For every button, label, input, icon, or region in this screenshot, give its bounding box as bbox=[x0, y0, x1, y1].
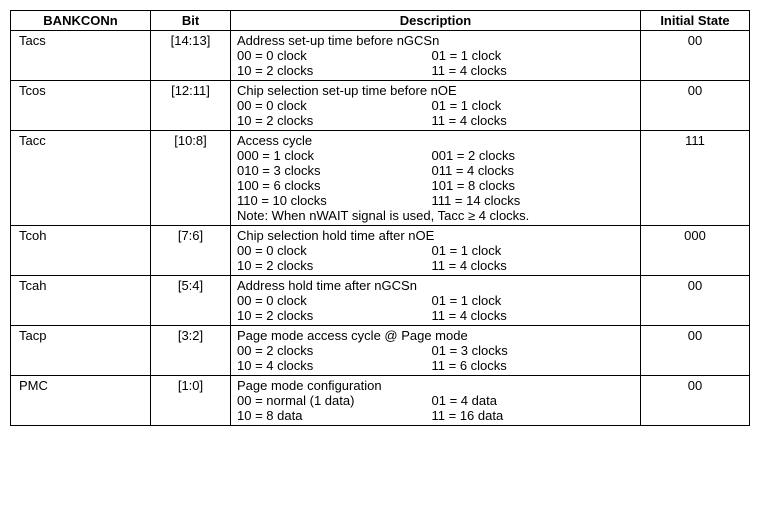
desc-title: Access cycle bbox=[237, 133, 634, 148]
opt-left: 00 = 0 clock bbox=[237, 48, 432, 63]
col-header-bit: Bit bbox=[151, 11, 231, 31]
opt-right: 01 = 1 clock bbox=[432, 293, 627, 308]
opt-line: 000 = 1 clock001 = 2 clocks bbox=[237, 148, 634, 163]
field-bit: [7:6] bbox=[151, 226, 231, 276]
field-name: Tacs bbox=[11, 31, 151, 81]
opt-line: 00 = 2 clocks01 = 3 clocks bbox=[237, 343, 634, 358]
opt-line: 10 = 2 clocks11 = 4 clocks bbox=[237, 308, 634, 323]
table-row: Tcos[12:11]Chip selection set-up time be… bbox=[11, 81, 750, 131]
opt-line: 010 = 3 clocks011 = 4 clocks bbox=[237, 163, 634, 178]
opt-left: 110 = 10 clocks bbox=[237, 193, 432, 208]
field-name: Tacp bbox=[11, 326, 151, 376]
opt-left: 10 = 4 clocks bbox=[237, 358, 432, 373]
opt-right: 01 = 1 clock bbox=[432, 98, 627, 113]
opt-line: 10 = 2 clocks11 = 4 clocks bbox=[237, 258, 634, 273]
opt-left: 00 = 0 clock bbox=[237, 98, 432, 113]
opt-right: 11 = 6 clocks bbox=[432, 358, 627, 373]
opt-left: 10 = 2 clocks bbox=[237, 113, 432, 128]
field-initial-state: 000 bbox=[641, 226, 750, 276]
table-row: PMC[1:0]Page mode configuration00 = norm… bbox=[11, 376, 750, 426]
opt-line: 00 = normal (1 data)01 = 4 data bbox=[237, 393, 634, 408]
field-bit: [10:8] bbox=[151, 131, 231, 226]
desc-title: Page mode configuration bbox=[237, 378, 634, 393]
opt-right: 111 = 14 clocks bbox=[432, 193, 627, 208]
opt-line: 10 = 2 clocks11 = 4 clocks bbox=[237, 113, 634, 128]
table-row: Tacs[14:13]Address set-up time before nG… bbox=[11, 31, 750, 81]
field-description: Access cycle000 = 1 clock001 = 2 clocks0… bbox=[231, 131, 641, 226]
opt-line: 10 = 4 clocks11 = 6 clocks bbox=[237, 358, 634, 373]
desc-title: Page mode access cycle @ Page mode bbox=[237, 328, 634, 343]
opt-line: 00 = 0 clock01 = 1 clock bbox=[237, 293, 634, 308]
opt-left: 000 = 1 clock bbox=[237, 148, 432, 163]
table-row: Tacc[10:8]Access cycle000 = 1 clock001 =… bbox=[11, 131, 750, 226]
opt-line: 00 = 0 clock01 = 1 clock bbox=[237, 243, 634, 258]
opt-left: 00 = 2 clocks bbox=[237, 343, 432, 358]
opt-right: 11 = 4 clocks bbox=[432, 258, 627, 273]
opt-left: 10 = 2 clocks bbox=[237, 63, 432, 78]
header-row: BANKCONn Bit Description Initial State bbox=[11, 11, 750, 31]
field-description: Page mode access cycle @ Page mode00 = 2… bbox=[231, 326, 641, 376]
opt-right: 11 = 4 clocks bbox=[432, 113, 627, 128]
field-initial-state: 111 bbox=[641, 131, 750, 226]
register-table: BANKCONn Bit Description Initial State T… bbox=[10, 10, 750, 426]
col-header-desc: Description bbox=[231, 11, 641, 31]
opt-left: 010 = 3 clocks bbox=[237, 163, 432, 178]
opt-right: 011 = 4 clocks bbox=[432, 163, 627, 178]
field-initial-state: 00 bbox=[641, 326, 750, 376]
opt-left: 10 = 2 clocks bbox=[237, 258, 432, 273]
field-initial-state: 00 bbox=[641, 376, 750, 426]
desc-title: Address hold time after nGCSn bbox=[237, 278, 634, 293]
field-bit: [3:2] bbox=[151, 326, 231, 376]
opt-line: 100 = 6 clocks101 = 8 clocks bbox=[237, 178, 634, 193]
opt-right: 101 = 8 clocks bbox=[432, 178, 627, 193]
field-description: Chip selection set-up time before nOE00 … bbox=[231, 81, 641, 131]
opt-right: 11 = 16 data bbox=[432, 408, 627, 423]
table-row: Tacp[3:2]Page mode access cycle @ Page m… bbox=[11, 326, 750, 376]
desc-title: Chip selection hold time after nOE bbox=[237, 228, 634, 243]
field-bit: [14:13] bbox=[151, 31, 231, 81]
table-row: Tcah[5:4]Address hold time after nGCSn00… bbox=[11, 276, 750, 326]
field-name: Tcah bbox=[11, 276, 151, 326]
opt-left: 00 = 0 clock bbox=[237, 243, 432, 258]
opt-line: 10 = 8 data11 = 16 data bbox=[237, 408, 634, 423]
field-description: Address set-up time before nGCSn00 = 0 c… bbox=[231, 31, 641, 81]
field-initial-state: 00 bbox=[641, 31, 750, 81]
opt-left: 100 = 6 clocks bbox=[237, 178, 432, 193]
field-initial-state: 00 bbox=[641, 276, 750, 326]
field-bit: [1:0] bbox=[151, 376, 231, 426]
opt-line: 110 = 10 clocks111 = 14 clocks bbox=[237, 193, 634, 208]
field-name: Tacc bbox=[11, 131, 151, 226]
opt-right: 11 = 4 clocks bbox=[432, 63, 627, 78]
field-bit: [5:4] bbox=[151, 276, 231, 326]
desc-title: Address set-up time before nGCSn bbox=[237, 33, 634, 48]
desc-note: Note: When nWAIT signal is used, Tacc ≥ … bbox=[237, 208, 634, 223]
col-header-init: Initial State bbox=[641, 11, 750, 31]
opt-right: 01 = 4 data bbox=[432, 393, 627, 408]
opt-line: 00 = 0 clock01 = 1 clock bbox=[237, 98, 634, 113]
field-bit: [12:11] bbox=[151, 81, 231, 131]
opt-right: 01 = 3 clocks bbox=[432, 343, 627, 358]
opt-left: 00 = 0 clock bbox=[237, 293, 432, 308]
field-name: PMC bbox=[11, 376, 151, 426]
opt-right: 01 = 1 clock bbox=[432, 243, 627, 258]
opt-left: 10 = 2 clocks bbox=[237, 308, 432, 323]
field-name: Tcoh bbox=[11, 226, 151, 276]
opt-right: 11 = 4 clocks bbox=[432, 308, 627, 323]
desc-title: Chip selection set-up time before nOE bbox=[237, 83, 634, 98]
field-initial-state: 00 bbox=[641, 81, 750, 131]
opt-left: 10 = 8 data bbox=[237, 408, 432, 423]
opt-right: 001 = 2 clocks bbox=[432, 148, 627, 163]
field-description: Address hold time after nGCSn00 = 0 cloc… bbox=[231, 276, 641, 326]
opt-line: 10 = 2 clocks11 = 4 clocks bbox=[237, 63, 634, 78]
opt-left: 00 = normal (1 data) bbox=[237, 393, 432, 408]
field-description: Page mode configuration00 = normal (1 da… bbox=[231, 376, 641, 426]
table-row: Tcoh[7:6]Chip selection hold time after … bbox=[11, 226, 750, 276]
opt-right: 01 = 1 clock bbox=[432, 48, 627, 63]
col-header-name: BANKCONn bbox=[11, 11, 151, 31]
field-name: Tcos bbox=[11, 81, 151, 131]
field-description: Chip selection hold time after nOE00 = 0… bbox=[231, 226, 641, 276]
opt-line: 00 = 0 clock01 = 1 clock bbox=[237, 48, 634, 63]
